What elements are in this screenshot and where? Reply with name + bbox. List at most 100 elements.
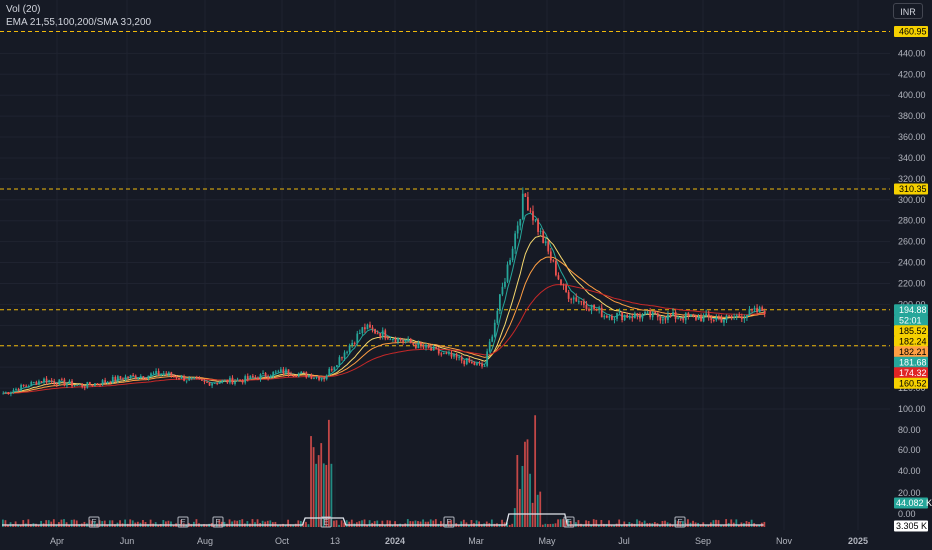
candle-body xyxy=(333,367,336,371)
volume-bar xyxy=(434,519,437,527)
candle-body xyxy=(364,327,366,330)
volume-bar xyxy=(549,523,552,527)
x-tick-label: 2024 xyxy=(385,536,405,546)
volume-bar xyxy=(63,519,65,527)
candle-body xyxy=(223,379,226,381)
candle-body xyxy=(139,376,142,378)
candle-body xyxy=(60,379,63,381)
candle-body xyxy=(175,376,178,379)
volume-bar xyxy=(279,524,282,527)
volume-bar xyxy=(501,519,503,527)
candle-body xyxy=(486,351,489,366)
candle-body xyxy=(269,376,272,378)
candle-body xyxy=(361,327,364,334)
y-tick-label: 340.00 xyxy=(898,153,926,163)
volume-bar xyxy=(755,524,758,527)
candle-body xyxy=(4,392,7,394)
candle-body xyxy=(231,377,234,384)
y-tick-label: 360.00 xyxy=(898,132,926,142)
x-tick-label: Apr xyxy=(50,536,64,546)
candle-body xyxy=(38,381,40,385)
currency-badge[interactable]: INR xyxy=(893,3,923,19)
candle-body xyxy=(684,312,687,321)
price-tag-label: 174.32 xyxy=(899,368,927,378)
candle-body xyxy=(27,386,30,388)
volume-bar xyxy=(170,521,172,527)
candle-body xyxy=(409,338,412,344)
candle-body xyxy=(534,219,537,221)
volume-bar xyxy=(462,519,465,527)
candle-body xyxy=(305,372,308,378)
candle-body xyxy=(394,338,397,343)
volume-bar xyxy=(343,522,346,527)
volume-bar xyxy=(559,519,562,527)
candle-body xyxy=(71,380,73,387)
price-tag-bg xyxy=(894,25,928,37)
candle-body xyxy=(76,384,79,386)
volume-bar xyxy=(73,519,76,527)
volume-bar xyxy=(333,520,335,527)
candle-body xyxy=(297,373,300,377)
candle-body xyxy=(259,374,262,380)
candle-body xyxy=(521,193,524,220)
volume-bar xyxy=(172,524,175,527)
volume-bar xyxy=(45,520,48,527)
candle-body xyxy=(483,365,486,367)
candle-body xyxy=(707,313,710,318)
candle-body xyxy=(236,379,239,382)
horizontal-levels xyxy=(0,30,890,347)
candle-body xyxy=(68,380,71,384)
time-axis[interactable]: Apr Jun Aug Oct 13 2024 Mar May Jul Sep Nov 2025 xyxy=(50,536,868,546)
price-tag-label: 194.88 xyxy=(899,305,927,315)
volume-bar xyxy=(111,520,114,527)
candle-body xyxy=(91,384,94,386)
volume-bar xyxy=(440,521,442,527)
y-tick-label: 280.00 xyxy=(898,216,926,226)
candle-body xyxy=(341,357,343,359)
candle-body xyxy=(468,358,471,363)
candle-body xyxy=(241,380,244,383)
candle-body xyxy=(338,357,341,366)
candle-body xyxy=(323,378,326,380)
volume-bar xyxy=(167,520,170,527)
volume-bar xyxy=(302,522,305,527)
legend-ema[interactable]: EMA 21,55,100,200/SMA 30,200 xyxy=(6,17,152,28)
legend-volume[interactable]: Vol (20) xyxy=(6,4,41,15)
volume-bar xyxy=(534,415,537,527)
volume-bar xyxy=(608,520,610,527)
x-tick-label: 2025 xyxy=(848,536,868,546)
candle-body xyxy=(593,304,595,310)
candle-body xyxy=(94,383,96,386)
candle-body xyxy=(157,371,160,376)
candle-body xyxy=(244,376,247,383)
price-axis[interactable]: 100.00120.00140.00160.00180.00200.00220.… xyxy=(898,48,926,519)
volume-bar xyxy=(396,524,399,527)
volume-bar xyxy=(284,524,287,527)
candle-body xyxy=(104,380,107,383)
volume-bar xyxy=(149,519,152,527)
event-marker: E xyxy=(320,516,332,528)
volume-bar xyxy=(457,524,460,527)
volume-bar xyxy=(699,524,702,527)
candle-body xyxy=(661,319,664,321)
ema21-line xyxy=(3,212,765,394)
candle-body xyxy=(748,309,751,316)
candle-body xyxy=(287,369,290,375)
candle-body xyxy=(488,341,491,352)
candle-body xyxy=(687,312,690,316)
volume-bar xyxy=(409,521,412,527)
candle-body xyxy=(302,371,305,373)
volume-bar xyxy=(541,524,544,527)
volume-bar xyxy=(381,520,384,527)
volume-bar xyxy=(60,519,63,527)
candle-body xyxy=(626,315,629,318)
volume-bar xyxy=(330,463,333,527)
volume-bar xyxy=(450,520,452,527)
volume-bar xyxy=(238,520,241,527)
volume-bar xyxy=(27,519,30,527)
volume-bar xyxy=(432,520,435,527)
candle-body xyxy=(414,344,417,349)
volume-bar xyxy=(468,524,470,527)
candle-body xyxy=(83,387,86,389)
